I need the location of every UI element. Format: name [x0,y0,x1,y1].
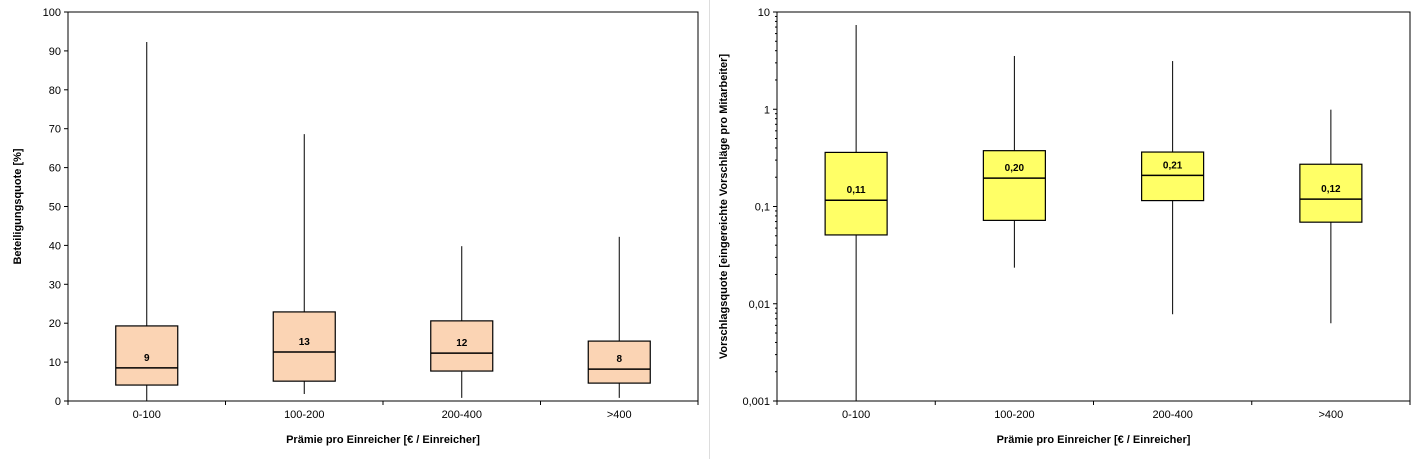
y-tick-label: 50 [49,202,61,214]
box-iqr [1299,163,1363,223]
x-tick-label: >400 [607,409,632,421]
x-tick-label: >400 [1318,409,1343,421]
y-tick-label: 80 [49,85,61,97]
median-label: 0,12 [1321,184,1341,195]
box-iqr [982,150,1046,221]
y-tick-label: 0 [55,396,61,408]
box-iqr [587,340,651,384]
y-tick-label: 1 [764,104,770,116]
x-axis-title: Prämie pro Einreicher [€ / Einreicher] [997,434,1191,446]
x-tick-label: 100-200 [994,409,1034,421]
median-label: 0,21 [1163,160,1183,171]
y-tick-label: 0,01 [749,299,770,311]
median-label: 0,20 [1005,163,1025,174]
y-tick-label: 0,1 [755,202,770,214]
box-iqr [430,320,494,372]
box-iqr [824,151,888,236]
x-tick-label: 0-100 [842,409,870,421]
participation-rate-boxplot: 0 10 20 30 40 50 60 70 80 90 100 0-100 9 100-200 13 200… [12,7,699,446]
y-tick-label: 100 [43,7,61,19]
y-tick-label: 60 [49,163,61,175]
x-tick-label: 200-400 [1152,409,1192,421]
y-tick-label: 0,001 [742,396,770,408]
median-label: 13 [299,337,311,348]
y-tick-label: 40 [49,240,61,252]
x-tick-label: 200-400 [442,409,482,421]
box-iqr [272,311,336,382]
y-axis-title: Beteiligungsquote [%] [12,148,24,264]
median-label: 9 [144,353,150,364]
y-tick-label: 70 [49,124,61,136]
median-label: 8 [616,354,622,365]
box-iqr [115,325,179,386]
suggestion-rate-boxplot: 0,0010,010,11100-1000,11100-2000,20200-4… [718,7,1411,446]
x-tick-label: 100-200 [284,409,324,421]
median-label: 12 [456,338,468,349]
y-tick-label: 30 [49,279,61,291]
y-tick-label: 10 [49,357,61,369]
y-tick-label: 10 [758,7,770,19]
x-tick-label: 0-100 [133,409,161,421]
y-tick-label: 90 [49,46,61,58]
box-iqr [1141,151,1205,202]
median-label: 0,11 [847,185,866,196]
x-axis-title: Prämie pro Einreicher [€ / Einreicher] [286,434,480,446]
y-axis-title: Vorschlagsquote [eingereichte Vorschläge… [718,54,730,360]
chart-divider [709,0,710,459]
y-tick-label: 20 [49,318,61,330]
